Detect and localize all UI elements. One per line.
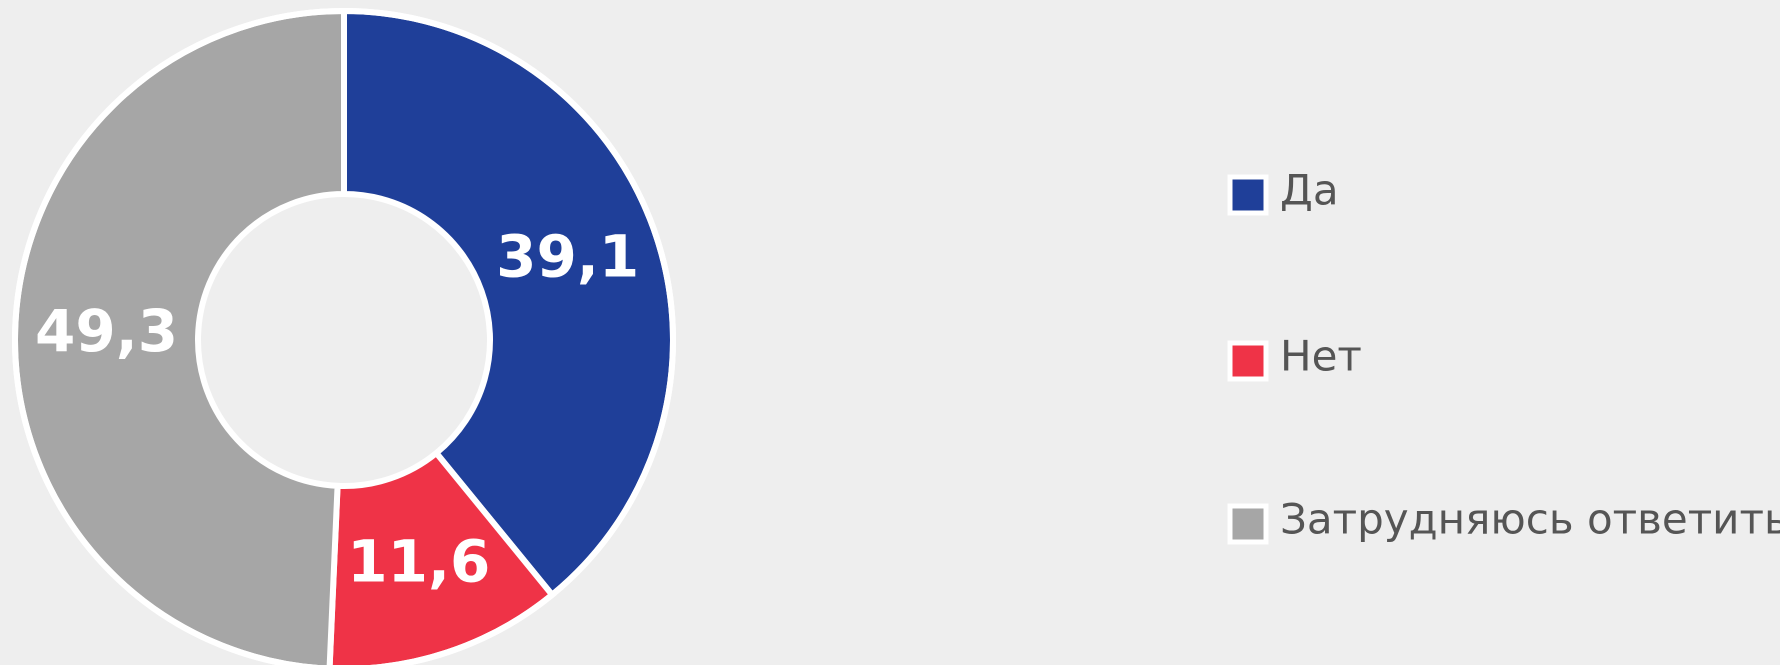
donut-ring — [12, 8, 676, 665]
value-label: 11,6 — [347, 528, 490, 596]
legend-swatch — [1227, 174, 1269, 216]
legend-label: Нет — [1280, 332, 1362, 381]
legend-swatch — [1227, 503, 1269, 545]
legend-label: Да — [1280, 166, 1339, 215]
value-label: 39,1 — [496, 222, 639, 290]
legend-swatch — [1227, 340, 1269, 382]
value-label: 49,3 — [35, 297, 178, 365]
legend-label: Затрудняюсь ответить — [1280, 495, 1780, 544]
